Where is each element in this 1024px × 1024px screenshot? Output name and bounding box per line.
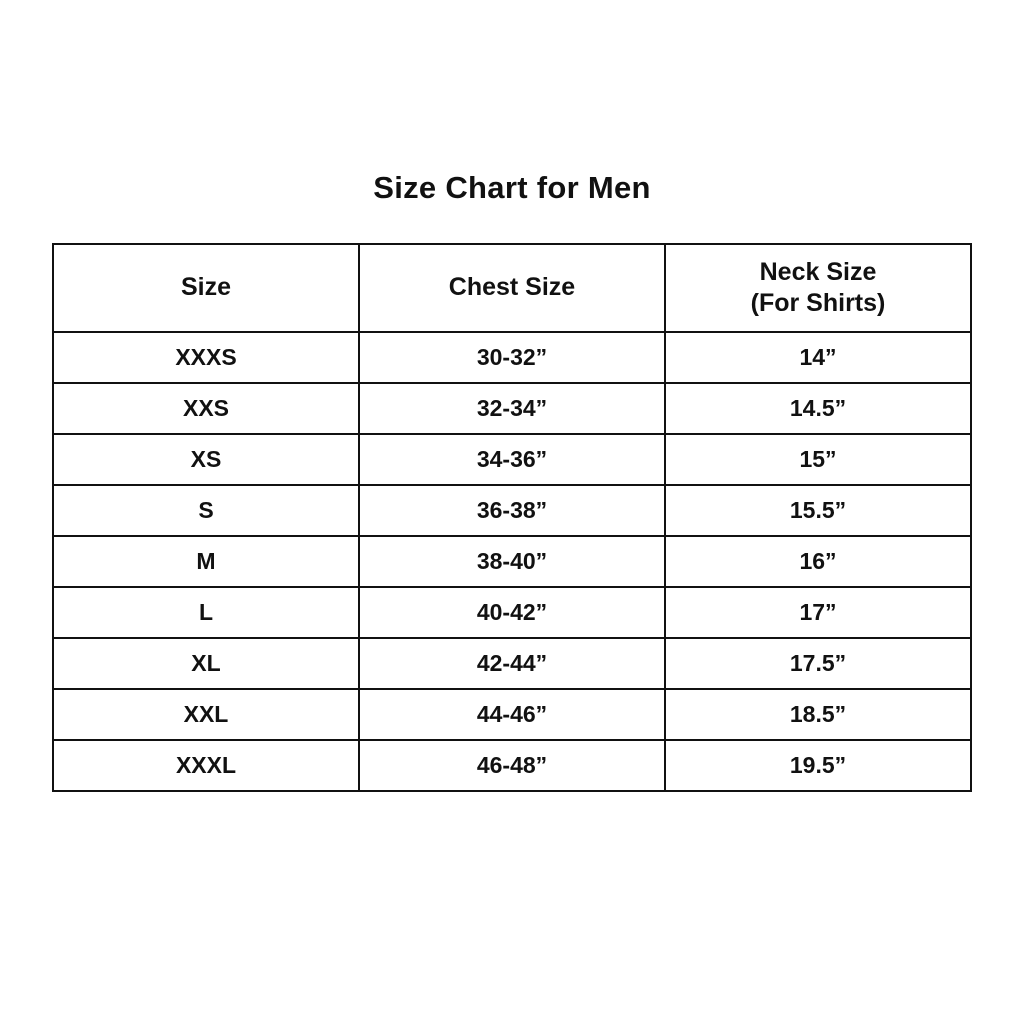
page-title: Size Chart for Men — [373, 170, 651, 205]
column-header-size: Size — [52, 243, 360, 333]
size-cell: M — [52, 535, 360, 588]
chest-size-cell: 36-38” — [358, 484, 666, 537]
neck-size-cell: 14.5” — [664, 382, 972, 435]
neck-size-cell: 14” — [664, 331, 972, 384]
table-row-xl: XL 42-44” 17.5” — [52, 637, 972, 690]
size-cell: XXXL — [52, 739, 360, 792]
column-header-neck-size-line1: Neck Size — [759, 257, 877, 286]
table-row-xxxs: XXXS 30-32” 14” — [52, 331, 972, 384]
chest-size-cell: 34-36” — [358, 433, 666, 486]
chest-size-cell: 30-32” — [358, 331, 666, 384]
table-row-m: M 38-40” 16” — [52, 535, 972, 588]
neck-size-cell: 18.5” — [664, 688, 972, 741]
size-cell: XXS — [52, 382, 360, 435]
table-row-xxl: XXL 44-46” 18.5” — [52, 688, 972, 741]
chest-size-cell: 44-46” — [358, 688, 666, 741]
neck-size-cell: 15.5” — [664, 484, 972, 537]
size-cell: XL — [52, 637, 360, 690]
chest-size-cell: 40-42” — [358, 586, 666, 639]
table-row-xxxl: XXXL 46-48” 19.5” — [52, 739, 972, 792]
table-row-xxs: XXS 32-34” 14.5” — [52, 382, 972, 435]
column-header-neck-size-line2: (For Shirts) — [750, 289, 886, 317]
neck-size-cell: 17.5” — [664, 637, 972, 690]
chest-size-cell: 32-34” — [358, 382, 666, 435]
size-table-header: Size Chest Size Neck Size (For Shirts) — [52, 243, 972, 333]
size-cell: L — [52, 586, 360, 639]
size-cell: XS — [52, 433, 360, 486]
neck-size-cell: 16” — [664, 535, 972, 588]
table-row-xs: XS 34-36” 15” — [52, 433, 972, 486]
table-row-s: S 36-38” 15.5” — [52, 484, 972, 537]
size-table: Size Chest Size Neck Size (For Shirts) X… — [52, 243, 972, 792]
neck-size-cell: 15” — [664, 433, 972, 486]
column-header-chest-size-label: Chest Size — [448, 273, 576, 302]
chest-size-cell: 38-40” — [358, 535, 666, 588]
size-cell: XXXS — [52, 331, 360, 384]
header-row: Size Chest Size Neck Size (For Shirts) — [52, 243, 972, 333]
chest-size-cell: 42-44” — [358, 637, 666, 690]
size-cell: S — [52, 484, 360, 537]
column-header-size-label: Size — [180, 273, 232, 302]
table-row-l: L 40-42” 17” — [52, 586, 972, 639]
column-header-chest-size: Chest Size — [358, 243, 666, 333]
size-table-body: XXXS 30-32” 14” XXS 32-34” 14.5” XS 34-3… — [52, 331, 972, 792]
neck-size-cell: 19.5” — [664, 739, 972, 792]
size-cell: XXL — [52, 688, 360, 741]
column-header-neck-size: Neck Size (For Shirts) — [664, 243, 972, 333]
chest-size-cell: 46-48” — [358, 739, 666, 792]
neck-size-cell: 17” — [664, 586, 972, 639]
